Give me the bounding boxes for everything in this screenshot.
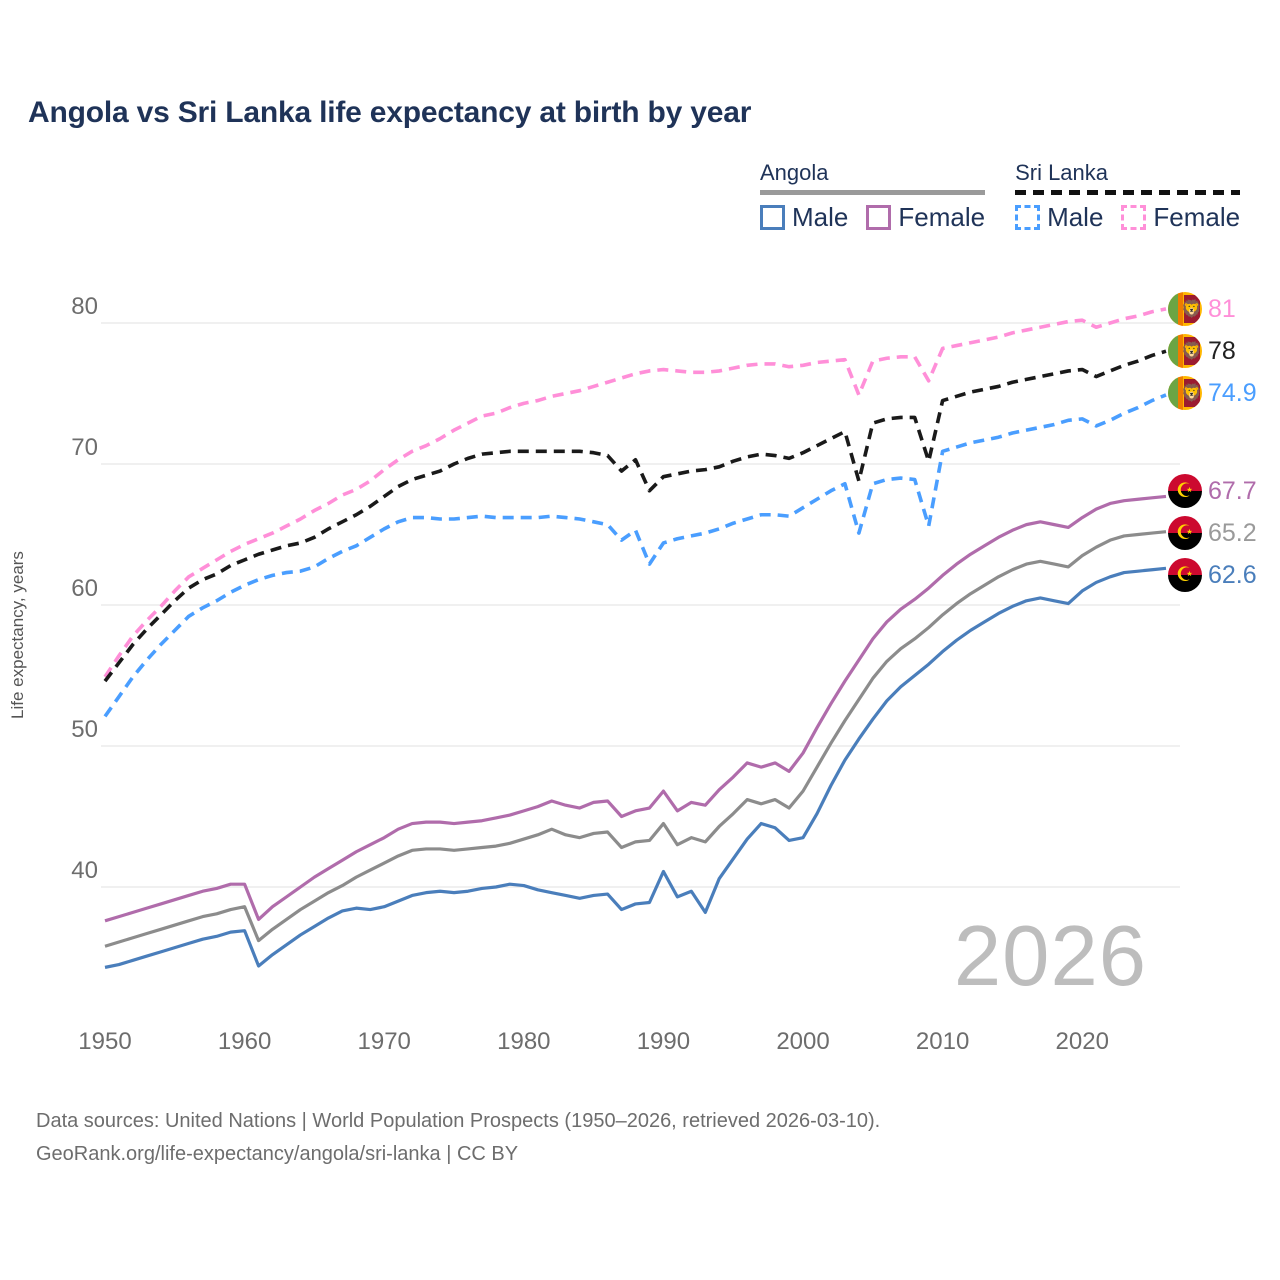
legend-label: Female xyxy=(1153,202,1241,232)
legend-label: Female xyxy=(898,202,986,232)
legend-group-angola: Angola Male Female xyxy=(760,160,986,233)
series-end-marker: 🦁 74.9 xyxy=(1168,376,1257,410)
series-line xyxy=(104,494,1167,923)
x-tick-label: 1990 xyxy=(636,1028,691,1055)
series-line xyxy=(103,349,1167,683)
legend-country-angola: Angola xyxy=(760,160,829,185)
series-line xyxy=(103,393,1167,718)
chart-legend: Angola Male Female Sri Lanka Male xyxy=(760,160,1241,233)
series-line xyxy=(104,530,1167,948)
y-tick-label: 70 xyxy=(71,434,98,461)
series-end-value: 65.2 xyxy=(1208,518,1257,547)
x-tick-label: 1980 xyxy=(497,1028,551,1055)
page-title: Angola vs Sri Lanka life expectancy at b… xyxy=(28,96,752,129)
legend-item-angola-male[interactable]: Male xyxy=(760,202,848,233)
angola-flag-icon: ☪ xyxy=(1168,474,1202,508)
legend-item-sri-lanka-male[interactable]: Male xyxy=(1015,202,1103,233)
legend-swatch-icon xyxy=(866,205,892,230)
legend-country-sri-lanka: Sri Lanka xyxy=(1015,160,1109,185)
y-tick-label: 50 xyxy=(71,716,98,743)
series-line xyxy=(103,307,1167,678)
footer-credits: Data sources: United Nations | World Pop… xyxy=(36,1105,880,1171)
footer-line-1: Data sources: United Nations | World Pop… xyxy=(36,1110,881,1132)
series-end-marker: 🦁 81 xyxy=(1168,292,1236,326)
y-tick-label: 60 xyxy=(71,575,98,602)
x-tick-label: 1970 xyxy=(357,1028,411,1055)
legend-group-sri-lanka: Sri Lanka Male Female xyxy=(1015,160,1241,233)
x-tick-label: 1950 xyxy=(78,1028,132,1055)
series-end-marker: ☪ 65.2 xyxy=(1168,516,1257,550)
series-end-value: 78 xyxy=(1208,336,1236,365)
x-tick-label: 1960 xyxy=(217,1028,272,1055)
legend-swatch-icon xyxy=(1121,205,1147,230)
x-tick-label: 2010 xyxy=(915,1028,970,1055)
legend-rule-angola xyxy=(760,190,986,195)
series-end-value: 81 xyxy=(1208,294,1236,323)
y-tick-label: 80 xyxy=(71,293,98,320)
legend-item-angola-female[interactable]: Female xyxy=(866,202,985,233)
series-end-marker: 🦁 78 xyxy=(1168,334,1236,368)
y-axis-label: Life expectancy, years xyxy=(8,551,27,719)
series-end-value: 67.7 xyxy=(1208,476,1257,505)
series-end-value: 74.9 xyxy=(1208,378,1257,407)
x-tick-label: 2020 xyxy=(1055,1028,1109,1055)
series-end-marker: ☪ 62.6 xyxy=(1168,558,1257,592)
legend-item-sri-lanka-female[interactable]: Female xyxy=(1121,202,1240,233)
legend-swatch-icon xyxy=(1015,205,1041,230)
x-tick-label: 2000 xyxy=(776,1028,830,1055)
sri-lanka-flag-icon: 🦁 xyxy=(1168,334,1202,368)
legend-label: Male xyxy=(792,202,849,232)
y-tick-label: 40 xyxy=(71,857,98,884)
legend-rule-sri-lanka xyxy=(1015,190,1241,195)
series-end-value: 62.6 xyxy=(1208,560,1257,589)
sri-lanka-flag-icon: 🦁 xyxy=(1168,292,1202,326)
sri-lanka-flag-icon: 🦁 xyxy=(1168,376,1202,410)
angola-flag-icon: ☪ xyxy=(1168,516,1202,550)
year-watermark: 2026 xyxy=(953,909,1147,1004)
legend-swatch-icon xyxy=(760,205,785,230)
angola-flag-icon: ☪ xyxy=(1168,558,1202,592)
legend-label: Male xyxy=(1047,202,1104,232)
footer-line-2: GeoRank.org/life-expectancy/angola/sri-l… xyxy=(36,1143,519,1165)
series-end-marker: ☪ 67.7 xyxy=(1168,474,1257,508)
